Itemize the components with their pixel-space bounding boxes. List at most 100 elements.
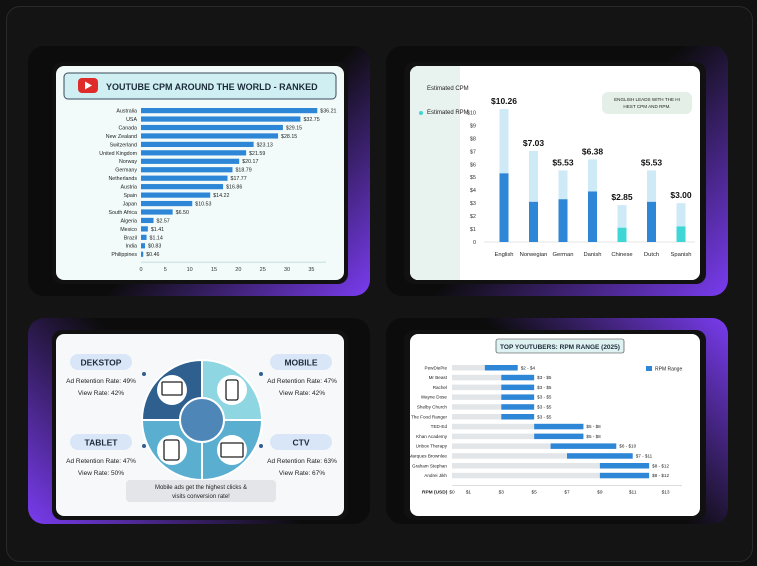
rpm-range-bar bbox=[501, 404, 535, 410]
category-label: Chinese bbox=[611, 252, 632, 258]
rpm-bar bbox=[676, 226, 686, 242]
y-tick-label: $6 bbox=[470, 162, 476, 168]
x-tick-label: 30 bbox=[284, 267, 290, 273]
youtuber-label: PewDiePie bbox=[425, 365, 448, 370]
youtuber-label: Marques Brownlee bbox=[410, 454, 447, 459]
category-label: German bbox=[553, 252, 574, 258]
panel-device-rates: DEKSTOP Ad Retention Rate: 49% View Rate: … bbox=[28, 318, 370, 524]
x-tick-label: 25 bbox=[260, 267, 266, 273]
rpm-range-bar bbox=[501, 414, 535, 420]
rpm-bar bbox=[588, 191, 597, 242]
legend-marker-rpm bbox=[419, 111, 423, 115]
cpm-bar bbox=[141, 217, 154, 224]
retention-rate: Ad Retention Rate: 47% bbox=[66, 458, 136, 465]
play-icon bbox=[85, 81, 92, 90]
x-tick-label: 20 bbox=[235, 267, 241, 273]
value-label: $10.53 bbox=[195, 201, 211, 207]
value-label: $14.22 bbox=[213, 193, 229, 199]
youtuber-label: Rachel bbox=[433, 385, 447, 390]
segment-name: TABLET bbox=[85, 438, 119, 448]
range-offset-bar bbox=[452, 423, 535, 430]
smart-tv-icon bbox=[220, 442, 244, 458]
youtuber-label: Wayne Dose bbox=[421, 395, 448, 400]
range-offset-bar bbox=[452, 463, 600, 469]
value-label: $28.15 bbox=[281, 134, 297, 140]
category-label: Danish bbox=[583, 252, 601, 258]
connector-dot bbox=[142, 444, 146, 448]
legend-label-cpm: Estimated CPM bbox=[427, 86, 469, 92]
rpm-bar bbox=[647, 201, 656, 242]
cpm-bar bbox=[141, 158, 240, 164]
value-label: $21.59 bbox=[249, 151, 265, 157]
title-box bbox=[63, 72, 337, 100]
segment-name: CTV bbox=[293, 438, 310, 448]
y-tick-label: $1 bbox=[470, 227, 476, 233]
legend-label: RPM Range bbox=[655, 367, 682, 373]
x-tick-label: $5 bbox=[531, 490, 537, 496]
cpm-bar bbox=[141, 150, 247, 156]
retention-rate: Ad Retention Rate: 63% bbox=[267, 458, 337, 465]
smartphone-icon bbox=[225, 379, 239, 401]
y-tick-label: $10 bbox=[467, 110, 476, 116]
view-rate: View Rate: 42% bbox=[78, 390, 124, 397]
panel-language-cpm: Estimated CPM Estimated RPM ENGLISH LEADS … bbox=[386, 46, 728, 296]
country-label: Brazil bbox=[124, 235, 137, 241]
device-rates-chart: DEKSTOP Ad Retention Rate: 49% View Rate: … bbox=[66, 354, 337, 502]
connector-dot bbox=[259, 444, 263, 448]
chart-title: TOP YOUTUBERS: RPM RANGE (2025) bbox=[500, 344, 620, 351]
view-rate: View Rate: 42% bbox=[279, 390, 325, 397]
value-label: $23.13 bbox=[257, 142, 273, 148]
y-tick-label: $8 bbox=[470, 136, 476, 142]
country-label: Mexico bbox=[120, 227, 137, 233]
cpm-bar bbox=[141, 243, 146, 249]
x-tick-label: 0 bbox=[139, 267, 142, 273]
retention-rate: Ad Retention Rate: 47% bbox=[267, 378, 337, 385]
value-label: $18.79 bbox=[235, 168, 251, 174]
legend-panel bbox=[410, 66, 460, 280]
range-label: $5 - $8 bbox=[586, 424, 601, 429]
view-rate: View Rate: 67% bbox=[279, 470, 325, 477]
legend-label-rpm: Estimated RPM bbox=[427, 110, 469, 116]
youtuber-label: Khan Academy bbox=[416, 434, 448, 439]
cpm-value-label: $5.53 bbox=[641, 157, 663, 167]
x-tick-label: $9 bbox=[597, 490, 603, 496]
x-tick-label: 5 bbox=[164, 267, 167, 273]
rpm-range-bar bbox=[484, 365, 518, 371]
rpm-range-bar bbox=[501, 374, 535, 381]
range-label: $2 - $4 bbox=[521, 365, 536, 370]
x-tick-label: $7 bbox=[564, 490, 570, 496]
view-rate: View Rate: 50% bbox=[78, 470, 124, 477]
country-label: South Africa bbox=[108, 210, 137, 216]
retention-rate: Ad Retention Rate: 49% bbox=[66, 378, 136, 385]
country-label: Austria bbox=[121, 185, 138, 191]
range-offset-bar bbox=[452, 453, 567, 459]
cpm-bar bbox=[141, 200, 193, 207]
cpm-value-label: $5.53 bbox=[552, 157, 574, 167]
monitor-icon bbox=[161, 381, 183, 396]
youtuber-label: Mr Beast bbox=[429, 375, 448, 380]
country-label: Spain bbox=[123, 193, 137, 199]
connector-dot bbox=[259, 372, 263, 376]
panel-youtuber-rpm: TOP YOUTUBERS: RPM RANGE (2025) RPM Range… bbox=[386, 318, 728, 524]
youtuber-rpm-chart: TOP YOUTUBERS: RPM RANGE (2025) RPM Range… bbox=[410, 338, 682, 496]
cpm-bar bbox=[529, 150, 538, 242]
rpm-bar bbox=[617, 227, 627, 242]
range-label: $5 - $8 bbox=[586, 434, 601, 439]
country-label: Netherlands bbox=[108, 176, 137, 182]
segment-pill bbox=[270, 354, 332, 370]
youtuber-label: Andrei Jikh bbox=[424, 473, 447, 478]
value-label: $1.14 bbox=[150, 235, 163, 241]
range-offset-bar bbox=[452, 443, 551, 449]
rpm-range-bar bbox=[550, 443, 617, 449]
connector-dot bbox=[142, 372, 146, 376]
country-label: USA bbox=[126, 117, 137, 123]
rpm-range-bar bbox=[567, 453, 633, 459]
range-label: $7 - $11 bbox=[636, 454, 653, 459]
country-label: India bbox=[126, 244, 138, 250]
country-label: Germany bbox=[115, 168, 137, 174]
footer-text-line: Mobile ads get the highest clicks & bbox=[155, 485, 247, 491]
cpm-bar bbox=[617, 205, 627, 242]
range-label: $8 - $12 bbox=[652, 463, 669, 468]
cpm-bar bbox=[141, 124, 283, 131]
cpm-bar bbox=[141, 175, 228, 181]
